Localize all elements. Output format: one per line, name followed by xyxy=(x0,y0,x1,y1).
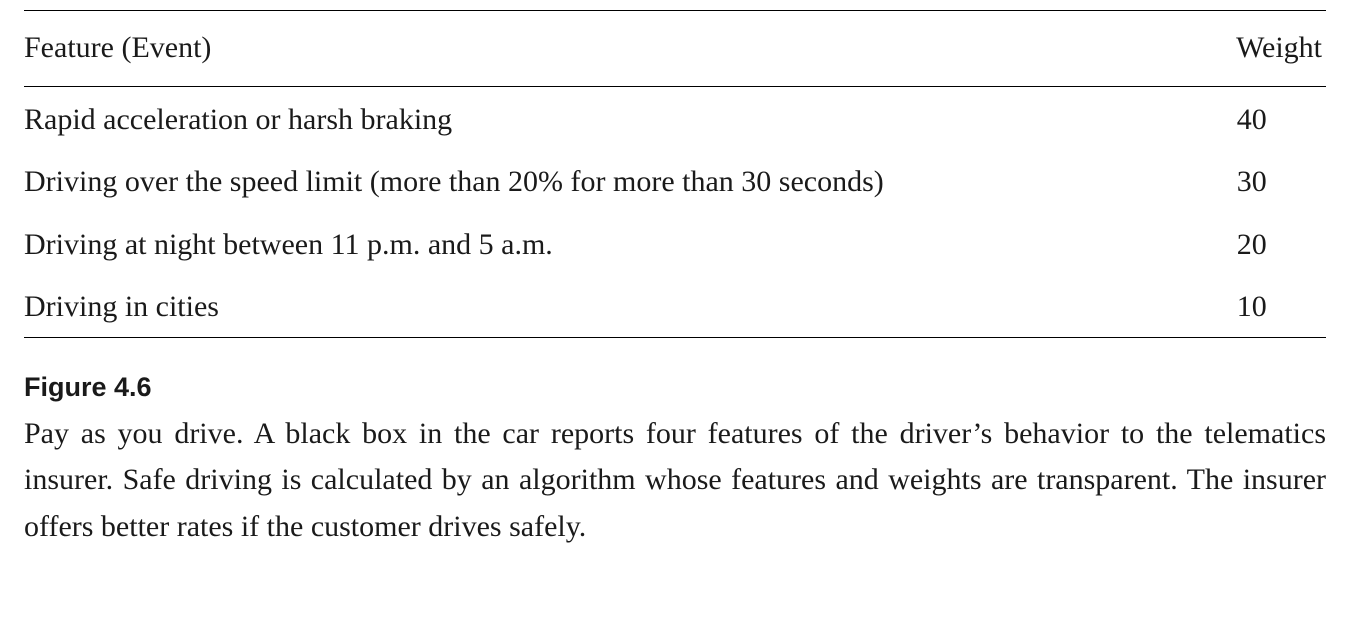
feature-weight-table: Feature (Event) Weight Rapid acceleratio… xyxy=(24,10,1326,338)
cell-feature: Rapid acceleration or harsh braking xyxy=(24,86,1203,149)
table-header-row: Feature (Event) Weight xyxy=(24,11,1326,87)
cell-weight: 30 xyxy=(1203,149,1326,212)
cell-feature: Driving in cities xyxy=(24,274,1203,337)
figure-label: Figure 4.6 xyxy=(24,372,1326,403)
table-row: Driving at night between 11 p.m. and 5 a… xyxy=(24,212,1326,275)
cell-weight: 10 xyxy=(1203,274,1326,337)
cell-feature: Driving at night between 11 p.m. and 5 a… xyxy=(24,212,1203,275)
cell-weight: 40 xyxy=(1203,86,1326,149)
figure-caption: Figure 4.6 Pay as you drive. A black box… xyxy=(24,372,1326,551)
table-row: Rapid acceleration or harsh braking 40 xyxy=(24,86,1326,149)
col-header-weight: Weight xyxy=(1203,11,1326,87)
col-header-feature: Feature (Event) xyxy=(24,11,1203,87)
cell-weight: 20 xyxy=(1203,212,1326,275)
figure-caption-text: Pay as you drive. A black box in the car… xyxy=(24,411,1326,551)
cell-feature: Driving over the speed limit (more than … xyxy=(24,149,1203,212)
table-row: Driving in cities 10 xyxy=(24,274,1326,337)
table-row: Driving over the speed limit (more than … xyxy=(24,149,1326,212)
page: Feature (Event) Weight Rapid acceleratio… xyxy=(0,0,1350,574)
